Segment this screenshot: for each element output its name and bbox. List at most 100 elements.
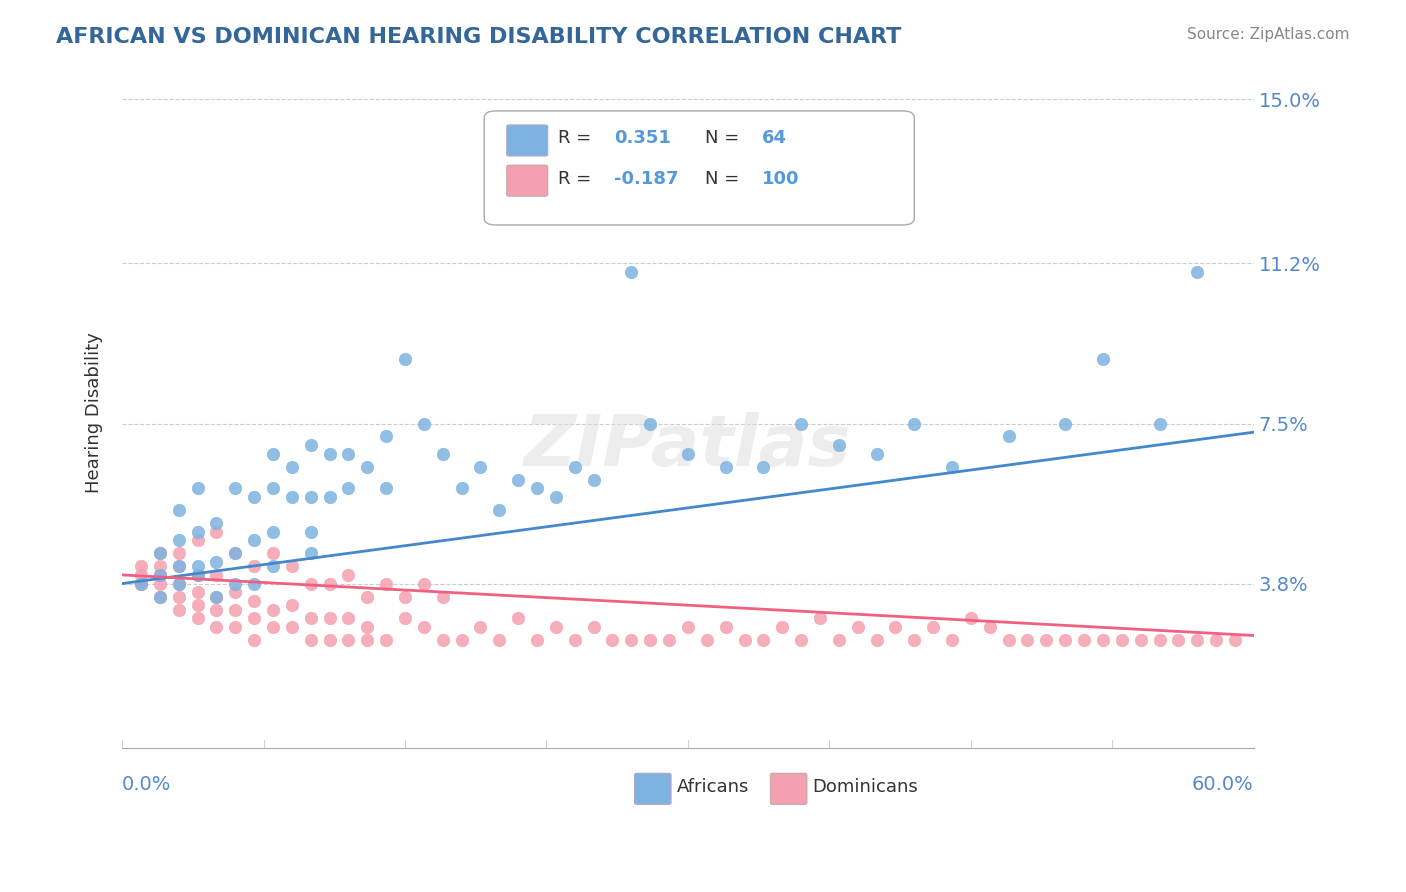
Point bbox=[1187, 265, 1209, 279]
Point bbox=[1073, 632, 1095, 647]
Text: R =: R = bbox=[558, 170, 591, 188]
Point bbox=[432, 590, 454, 604]
Point bbox=[375, 632, 398, 647]
Point bbox=[544, 490, 567, 504]
Point bbox=[243, 632, 266, 647]
Point bbox=[638, 417, 661, 431]
Point bbox=[167, 590, 190, 604]
Point bbox=[299, 611, 322, 625]
Text: -0.187: -0.187 bbox=[614, 170, 679, 188]
Point bbox=[224, 546, 246, 560]
Point bbox=[676, 620, 699, 634]
Point bbox=[129, 576, 152, 591]
Text: 0.0%: 0.0% bbox=[122, 775, 172, 794]
Point bbox=[205, 620, 228, 634]
Point bbox=[186, 598, 208, 612]
Point bbox=[356, 620, 378, 634]
Point bbox=[1091, 632, 1114, 647]
Point bbox=[1035, 632, 1057, 647]
Point bbox=[1017, 632, 1039, 647]
Text: Dominicans: Dominicans bbox=[813, 778, 918, 796]
Point bbox=[1054, 632, 1077, 647]
Point bbox=[281, 459, 304, 474]
Text: AFRICAN VS DOMINICAN HEARING DISABILITY CORRELATION CHART: AFRICAN VS DOMINICAN HEARING DISABILITY … bbox=[56, 27, 901, 46]
Point bbox=[129, 559, 152, 574]
Point bbox=[186, 533, 208, 548]
Point bbox=[318, 447, 340, 461]
Point bbox=[318, 490, 340, 504]
Point bbox=[337, 568, 360, 582]
Text: 60.0%: 60.0% bbox=[1192, 775, 1254, 794]
Point bbox=[262, 620, 284, 634]
Point bbox=[337, 632, 360, 647]
FancyBboxPatch shape bbox=[506, 125, 547, 156]
Point bbox=[205, 516, 228, 530]
Point bbox=[696, 632, 718, 647]
Point bbox=[167, 576, 190, 591]
Point bbox=[167, 503, 190, 517]
Point bbox=[394, 351, 416, 366]
Point bbox=[337, 447, 360, 461]
Point bbox=[262, 447, 284, 461]
Point bbox=[1111, 632, 1133, 647]
Point bbox=[149, 590, 172, 604]
Point bbox=[508, 611, 530, 625]
Point bbox=[526, 482, 548, 496]
Point bbox=[1167, 632, 1189, 647]
Point bbox=[129, 576, 152, 591]
Point bbox=[714, 459, 737, 474]
Point bbox=[243, 576, 266, 591]
Point bbox=[243, 490, 266, 504]
Point bbox=[224, 546, 246, 560]
Point bbox=[149, 568, 172, 582]
Point bbox=[167, 576, 190, 591]
Point bbox=[299, 632, 322, 647]
Point bbox=[186, 585, 208, 599]
Point bbox=[941, 459, 963, 474]
Point bbox=[582, 620, 605, 634]
Point bbox=[224, 620, 246, 634]
Point bbox=[318, 611, 340, 625]
Point bbox=[337, 482, 360, 496]
Point bbox=[1223, 632, 1246, 647]
Point bbox=[318, 632, 340, 647]
Point bbox=[186, 524, 208, 539]
Point bbox=[299, 490, 322, 504]
Point bbox=[450, 482, 472, 496]
Y-axis label: Hearing Disability: Hearing Disability bbox=[86, 332, 103, 493]
Point bbox=[224, 482, 246, 496]
Point bbox=[281, 559, 304, 574]
Point bbox=[1205, 632, 1227, 647]
Point bbox=[167, 559, 190, 574]
FancyBboxPatch shape bbox=[770, 773, 807, 805]
Point bbox=[1149, 417, 1171, 431]
Point bbox=[470, 620, 492, 634]
Point bbox=[734, 632, 756, 647]
Point bbox=[960, 611, 983, 625]
Point bbox=[167, 602, 190, 616]
Point bbox=[620, 632, 643, 647]
Point bbox=[828, 632, 851, 647]
Point bbox=[1187, 632, 1209, 647]
Point bbox=[262, 482, 284, 496]
Point bbox=[129, 568, 152, 582]
Point bbox=[412, 417, 434, 431]
Point bbox=[394, 611, 416, 625]
Point bbox=[432, 447, 454, 461]
Point bbox=[224, 576, 246, 591]
Point bbox=[412, 576, 434, 591]
Text: R =: R = bbox=[558, 128, 591, 147]
Point bbox=[224, 602, 246, 616]
Point bbox=[1054, 417, 1077, 431]
Point bbox=[243, 533, 266, 548]
Point bbox=[790, 417, 813, 431]
Point bbox=[167, 533, 190, 548]
Point bbox=[488, 503, 510, 517]
Point bbox=[224, 585, 246, 599]
Point bbox=[658, 632, 681, 647]
Point bbox=[281, 490, 304, 504]
Point bbox=[903, 417, 925, 431]
Point bbox=[526, 632, 548, 647]
Point bbox=[582, 473, 605, 487]
Point bbox=[262, 546, 284, 560]
